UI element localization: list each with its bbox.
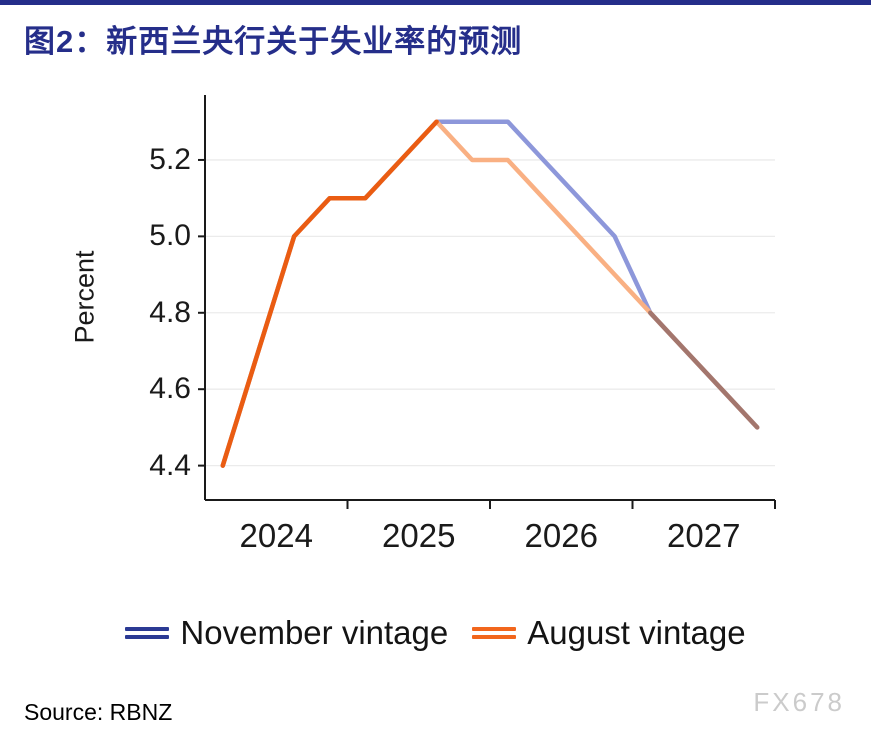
legend-item-november: November vintage: [125, 614, 448, 652]
top-rule: [0, 0, 871, 5]
x-tick-label: 2024: [239, 517, 313, 554]
y-axis-title: Percent: [69, 250, 100, 344]
page-title: 图2：新西兰央行关于失业率的预测: [24, 24, 523, 59]
y-tick-label: 4.8: [149, 295, 191, 329]
legend-label-august: August vintage: [527, 614, 746, 651]
legend: November vintage August vintage: [0, 614, 871, 652]
y-tick-label: 5.2: [149, 142, 191, 176]
source-note: Source: RBNZ: [24, 699, 173, 725]
november-line-key-icon: [125, 627, 170, 639]
x-tick-label: 2026: [524, 517, 598, 554]
y-tick-label: 4.4: [149, 448, 191, 482]
legend-item-august: August vintage: [472, 614, 746, 652]
august-line-key-icon: [472, 627, 517, 639]
axes: [198, 95, 776, 509]
gridlines: [205, 159, 775, 467]
series-lines: [220, 119, 760, 468]
august-vintage-line: [220, 119, 760, 468]
november-vintage-line: [220, 119, 760, 468]
legend-label-november: November vintage: [180, 614, 449, 651]
y-tick-label: 4.6: [149, 372, 191, 406]
y-tick-label: 5.0: [149, 219, 191, 253]
shared-forecast-tail-line: [648, 310, 760, 430]
x-tick-label: 2025: [382, 517, 456, 554]
shared-history-rise-line: [220, 119, 439, 468]
watermark: FX678: [753, 687, 845, 717]
x-tick-label: 2027: [667, 517, 741, 554]
